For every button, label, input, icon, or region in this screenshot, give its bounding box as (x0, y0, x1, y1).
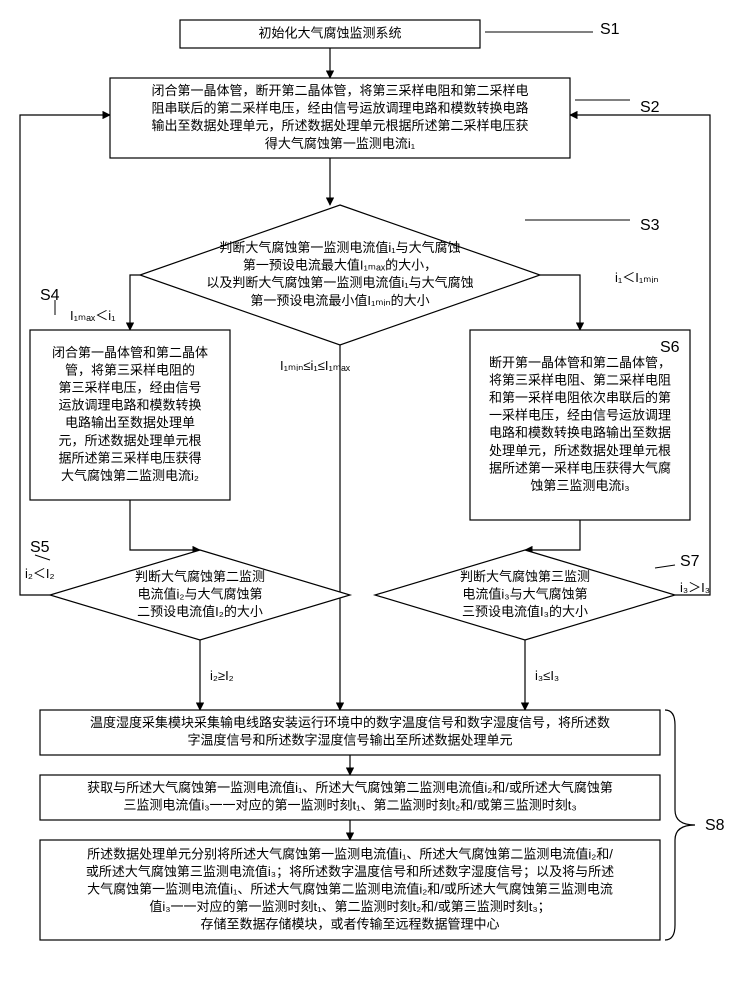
svg-text:第三采样电压，经由信号: 第三采样电压，经由信号 (58, 380, 201, 395)
svg-text:判断大气腐蚀第二监测: 判断大气腐蚀第二监测 (135, 569, 265, 584)
edge-label: i₁＜I₁ₘᵢₙ (615, 270, 659, 285)
svg-text:二预设电流值I₂的大小: 二预设电流值I₂的大小 (137, 604, 263, 619)
flow-edge (525, 520, 580, 550)
step-label: S4 (40, 287, 60, 304)
svg-text:和第一采样电阻依次串联后的第: 和第一采样电阻依次串联后的第 (489, 390, 671, 405)
flow-edge (540, 275, 580, 330)
svg-text:三预设电流值I₃的大小: 三预设电流值I₃的大小 (462, 604, 588, 619)
svg-text:或所述大气腐蚀第三监测电流值i₃；将所述数字温度信号和所述数: 或所述大气腐蚀第三监测电流值i₃；将所述数字温度信号和所述数字湿度信号；以及将与… (86, 864, 614, 880)
svg-text:大气腐蚀第二监测电流i₂: 大气腐蚀第二监测电流i₂ (61, 468, 199, 483)
svg-text:电路输出至数据处理单: 电路输出至数据处理单 (65, 415, 195, 430)
svg-text:管，将第三采样电阻的: 管，将第三采样电阻的 (65, 363, 195, 378)
svg-text:一采样电压，经由信号运放调理: 一采样电压，经由信号运放调理 (489, 408, 671, 423)
svg-text:元，所述数据处理单元根: 元，所述数据处理单元根 (58, 433, 201, 448)
svg-text:电流值i₃与大气腐蚀第: 电流值i₃与大气腐蚀第 (462, 586, 587, 601)
edge-label: i₂≥I₂ (210, 668, 234, 683)
flow-edge (130, 275, 140, 330)
svg-text:温度湿度采集模块采集输电线路安装运行环境中的数字温度信号和数: 温度湿度采集模块采集输电线路安装运行环境中的数字温度信号和数字湿度信号，将所述数 (90, 715, 610, 730)
svg-text:得大气腐蚀第一监测电流i₁: 得大气腐蚀第一监测电流i₁ (265, 136, 416, 151)
svg-text:初始化大气腐蚀监测系统: 初始化大气腐蚀监测系统 (258, 25, 401, 40)
svg-text:大气腐蚀第一监测电流值i₁、所述大气腐蚀第二监测电流值i₂和: 大气腐蚀第一监测电流值i₁、所述大气腐蚀第二监测电流值i₂和/或所述大气腐蚀第三… (87, 881, 613, 896)
flowchart-canvas: I₁ₘₐₓ＜i₁ i₁＜I₁ₘᵢₙ I₁ₘᵢₙ≤i₁≤I₁ₘₐₓ i₂≥I₂ i₃≤I₃… (0, 0, 732, 1000)
step-label: S2 (640, 99, 660, 116)
svg-text:判断大气腐蚀第一监测电流值i₁与大气腐蚀: 判断大气腐蚀第一监测电流值i₁与大气腐蚀 (219, 240, 460, 255)
svg-text:判断大气腐蚀第三监测: 判断大气腐蚀第三监测 (460, 569, 590, 584)
svg-text:据所述第三采样电压获得: 据所述第三采样电压获得 (58, 450, 201, 465)
svg-text:据所述第一采样电压获得大气腐: 据所述第一采样电压获得大气腐 (489, 460, 671, 475)
svg-text:以及判断大气腐蚀第一监测电流值i₁与大气腐蚀: 以及判断大气腐蚀第一监测电流值i₁与大气腐蚀 (206, 275, 473, 290)
svg-text:所述数据处理单元分别将所述大气腐蚀第一监测电流值i₁、所述大: 所述数据处理单元分别将所述大气腐蚀第一监测电流值i₁、所述大气腐蚀第二监测电流值… (87, 846, 613, 861)
svg-text:字温度信号和所述数字湿度信号输出至所述数据处理单元: 字温度信号和所述数字湿度信号输出至所述数据处理单元 (187, 733, 512, 748)
svg-text:输出至数据处理单元，所述数据处理单元根据所述第二采样电压获: 输出至数据处理单元，所述数据处理单元根据所述第二采样电压获 (151, 118, 528, 133)
svg-text:第一预设电流最大值I₁ₘₐₓ的大小，: 第一预设电流最大值I₁ₘₐₓ的大小， (243, 258, 437, 273)
step-label: S7 (680, 553, 700, 570)
label-leader (655, 565, 675, 568)
step-label: S6 (660, 339, 680, 356)
s8-brace (665, 710, 695, 940)
flow-edge (130, 500, 200, 550)
svg-text:闭合第一晶体管，断开第二晶体管，将第三采样电阻和第二采样电: 闭合第一晶体管，断开第二晶体管，将第三采样电阻和第二采样电 (151, 83, 528, 98)
edge-label: I₁ₘₐₓ＜i₁ (70, 308, 116, 323)
svg-text:第一预设电流最小值I₁ₘᵢₙ的大小: 第一预设电流最小值I₁ₘᵢₙ的大小 (250, 293, 429, 308)
svg-text:电流值i₂与大气腐蚀第: 电流值i₂与大气腐蚀第 (138, 586, 263, 601)
step-label: S1 (600, 21, 620, 38)
svg-text:闭合第一晶体管和第二晶体: 闭合第一晶体管和第二晶体 (52, 345, 208, 360)
svg-text:阻串联后的第二采样电压，经由信号运放调理电路和模数转换电路: 阻串联后的第二采样电压，经由信号运放调理电路和模数转换电路 (151, 101, 528, 116)
svg-text:运放调理电路和模数转换: 运放调理电路和模数转换 (58, 398, 201, 413)
edge-label: I₁ₘᵢₙ≤i₁≤I₁ₘₐₓ (280, 358, 351, 373)
svg-text:值i₃一一对应的第一监测时刻t₁、第二监测时刻t₂和/或第三: 值i₃一一对应的第一监测时刻t₁、第二监测时刻t₂和/或第三监测时刻t₃； (149, 899, 550, 915)
step-label: S5 (30, 539, 50, 556)
svg-text:电路和模数转换电路输出至数据: 电路和模数转换电路输出至数据 (489, 425, 671, 440)
svg-text:将第三采样电阻、第二采样电阻: 将第三采样电阻、第二采样电阻 (489, 373, 671, 388)
svg-text:处理单元，所述数据处理单元根: 处理单元，所述数据处理单元根 (489, 443, 671, 458)
svg-text:断开第一晶体管和第二晶体管，: 断开第一晶体管和第二晶体管， (489, 355, 671, 370)
svg-text:蚀第三监测电流i₃: 蚀第三监测电流i₃ (530, 478, 629, 493)
edge-label: i₃＞I₃ (680, 580, 710, 595)
edge-label: i₂＜I₂ (25, 566, 55, 581)
edge-label: i₃≤I₃ (535, 668, 559, 683)
step-label-s8: S8 (705, 817, 725, 834)
svg-text:获取与所述大气腐蚀第一监测电流值i₁、所述大气腐蚀第二监测电: 获取与所述大气腐蚀第一监测电流值i₁、所述大气腐蚀第二监测电流值i₂和/或所述大… (87, 780, 613, 795)
step-label: S3 (640, 217, 660, 234)
svg-text:存储至数据存储模块，或者传输至远程数据管理中心: 存储至数据存储模块，或者传输至远程数据管理中心 (200, 917, 499, 932)
svg-text:三监测电流值i₃一一对应的第一监测时刻t₁、第二监测时刻t₂: 三监测电流值i₃一一对应的第一监测时刻t₁、第二监测时刻t₂和/或第三监测时刻t… (123, 798, 576, 813)
